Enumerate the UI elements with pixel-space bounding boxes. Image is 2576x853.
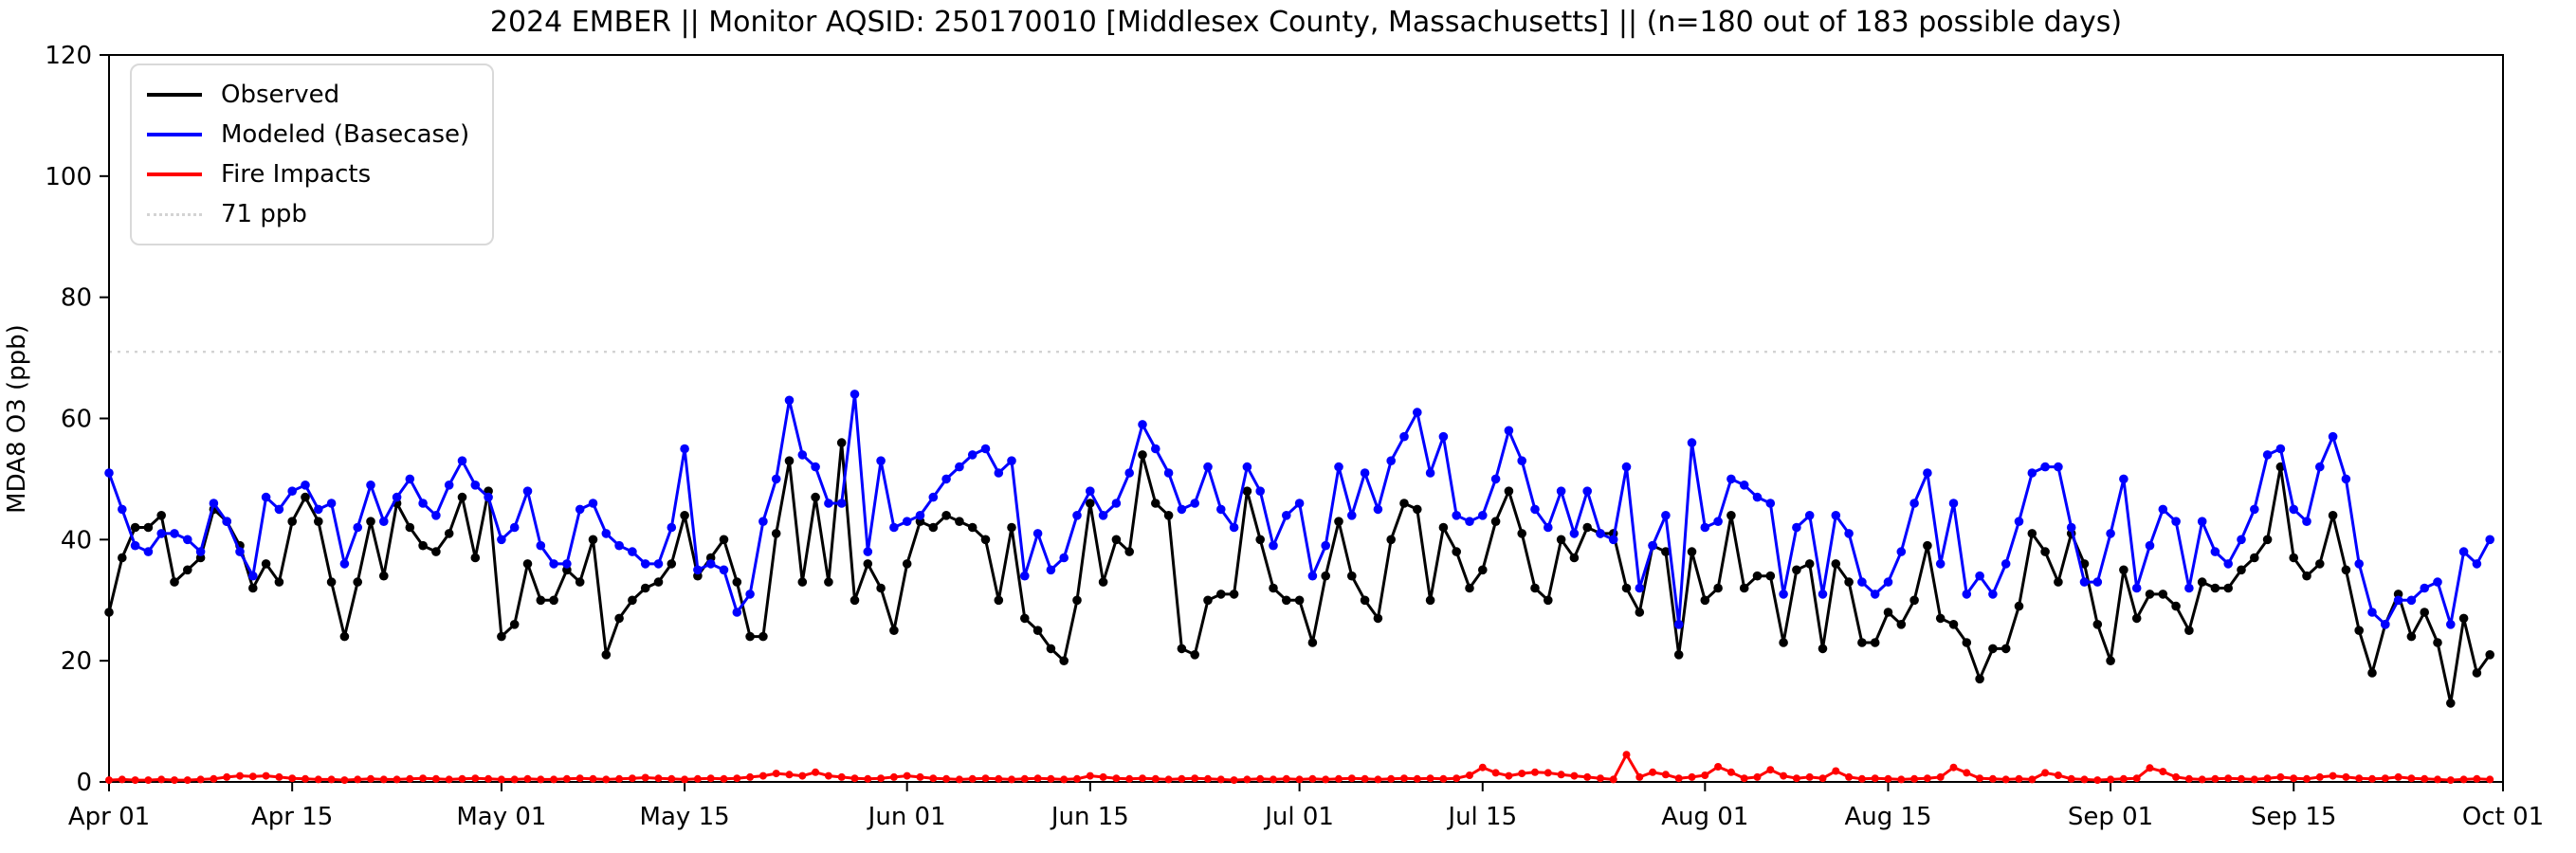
- svg-text:100: 100: [45, 163, 92, 191]
- svg-text:Apr 01: Apr 01: [68, 803, 150, 831]
- svg-text:Jul 15: Jul 15: [1446, 803, 1517, 831]
- svg-text:Sep 15: Sep 15: [2251, 803, 2336, 831]
- legend-item-threshold: 71 ppb: [147, 194, 469, 234]
- svg-text:60: 60: [61, 406, 92, 434]
- svg-text:Sep 01: Sep 01: [2068, 803, 2153, 831]
- observed-line-sample: [147, 93, 202, 97]
- fire-line-sample: [147, 172, 202, 176]
- svg-text:May 01: May 01: [456, 803, 546, 831]
- svg-text:Aug 01: Aug 01: [1661, 803, 1748, 831]
- chart-title: 2024 EMBER || Monitor AQSID: 250170010 […: [489, 6, 2123, 39]
- legend-item-modeled: Modeled (Basecase): [147, 115, 469, 154]
- svg-text:Jul 01: Jul 01: [1263, 803, 1334, 831]
- svg-text:Apr 15: Apr 15: [251, 803, 333, 831]
- modeled-line-sample: [147, 133, 202, 136]
- legend-label-observed: Observed: [221, 81, 340, 109]
- svg-text:Aug 15: Aug 15: [1844, 803, 1931, 831]
- legend-label-modeled: Modeled (Basecase): [221, 120, 470, 149]
- svg-text:20: 20: [61, 647, 92, 676]
- svg-text:0: 0: [76, 769, 92, 797]
- legend-label-threshold: 71 ppb: [221, 200, 307, 228]
- svg-text:May 15: May 15: [640, 803, 730, 831]
- legend-item-observed: Observed: [147, 75, 469, 115]
- svg-text:40: 40: [61, 526, 92, 554]
- legend: Observed Modeled (Basecase) Fire Impacts…: [130, 64, 495, 245]
- svg-text:80: 80: [61, 284, 92, 313]
- legend-item-fire: Fire Impacts: [147, 154, 469, 194]
- legend-label-fire: Fire Impacts: [221, 160, 372, 189]
- svg-text:Oct 01: Oct 01: [2462, 803, 2544, 831]
- svg-text:Jun 15: Jun 15: [1050, 803, 1129, 831]
- svg-text:Jun 01: Jun 01: [867, 803, 946, 831]
- threshold-line-sample: [147, 212, 202, 216]
- svg-text:120: 120: [45, 42, 92, 70]
